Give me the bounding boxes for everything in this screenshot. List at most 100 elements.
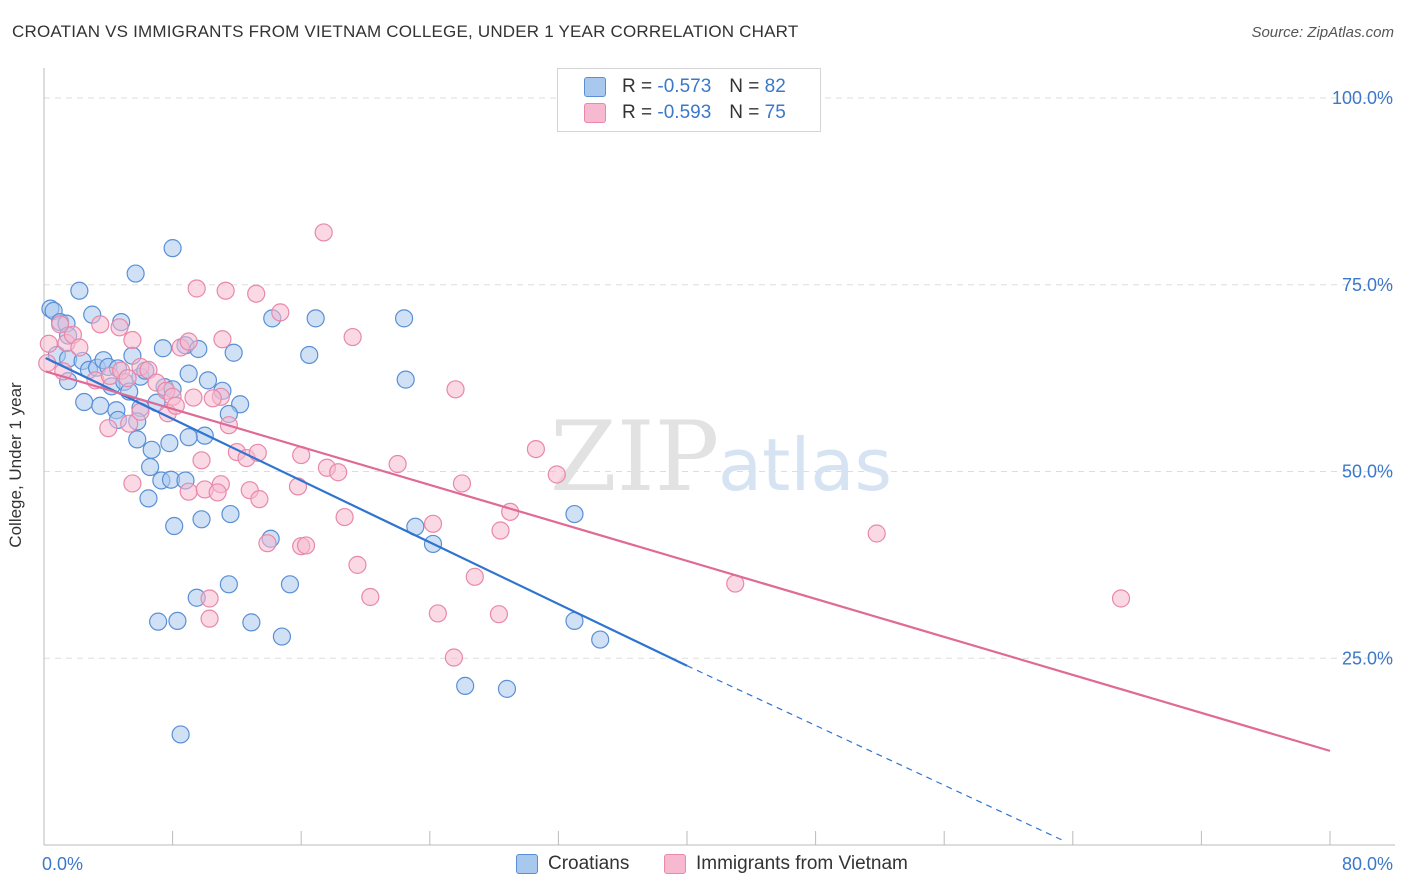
croatian-point	[70, 281, 89, 300]
vietnam-point	[192, 451, 211, 470]
croatian-point	[300, 345, 319, 365]
source-label: Source: ZipAtlas.com	[1251, 24, 1394, 41]
croatian-point	[396, 370, 415, 389]
vietnam-point	[489, 605, 509, 624]
vietnam-point	[50, 315, 70, 334]
vietnam-point	[200, 589, 219, 608]
croatian-point	[497, 679, 517, 698]
croatian-point	[394, 309, 414, 328]
croatian-trend-extension	[686, 665, 1066, 842]
croatian-point	[168, 611, 187, 631]
bottom-legend-label: Immigrants from Vietnam	[696, 853, 908, 874]
vietnam-point	[200, 609, 219, 628]
vietnam-point	[39, 334, 58, 353]
legend-n-value: 75	[764, 102, 786, 123]
croatian-point	[224, 343, 243, 362]
vietnam-point	[271, 303, 290, 322]
vietnam-point	[258, 534, 277, 553]
vietnam-point	[446, 380, 465, 399]
croatian-point	[179, 364, 198, 383]
legend-r-value: -0.593	[657, 102, 712, 123]
vietnam-point	[335, 507, 354, 527]
vietnam-point	[123, 330, 142, 350]
croatian-point	[128, 430, 147, 449]
croatian-point	[126, 264, 145, 283]
croatian-point	[160, 434, 179, 453]
vietnam-point	[452, 474, 472, 493]
legend-row-croatians: R = -0.573 N = 82	[584, 75, 786, 99]
bottom-legend-label: Croatians	[548, 853, 630, 874]
vietnam-point	[208, 483, 227, 502]
vietnam-point	[288, 477, 308, 496]
axes	[43, 68, 1395, 846]
vietnam-point	[179, 482, 198, 501]
croatian-point	[179, 428, 198, 447]
legend-n-label: N =	[729, 102, 760, 123]
croatian-point	[456, 676, 475, 695]
vietnam-point	[120, 414, 139, 433]
legend-n-label: N =	[729, 76, 760, 97]
y-axis-title: College, Under 1 year	[6, 382, 25, 548]
croatian-point	[219, 575, 238, 594]
vietnam-point	[38, 354, 57, 373]
y-tick-label: 50.0%	[1342, 462, 1393, 482]
x-tick-label-min: 0.0%	[42, 854, 83, 874]
vietnam-point	[216, 281, 235, 300]
legend-n-value: 82	[764, 76, 786, 97]
croatian-point	[140, 457, 160, 477]
vietnam-point	[91, 315, 110, 334]
croatian-point	[221, 504, 240, 524]
vietnam-point	[867, 524, 886, 543]
vietnam-point	[465, 567, 484, 586]
correlation-legend: R = -0.573 N = 82 R = -0.593 N = 75	[557, 68, 821, 132]
croatian-trend-line	[45, 356, 688, 667]
croatian-point	[565, 504, 584, 524]
vietnam-point	[203, 389, 222, 408]
croatian-point	[142, 440, 161, 459]
vietnam-point	[118, 369, 137, 388]
vietnam-point	[247, 284, 266, 303]
legend-r-label: R =	[622, 102, 653, 123]
vietnam-point	[423, 514, 443, 533]
bottom-legend-swatch-blue	[516, 854, 538, 874]
vietnam-point	[388, 454, 407, 474]
croatian-point	[242, 613, 261, 632]
vietnam-point	[348, 555, 367, 574]
croatian-point	[149, 612, 168, 631]
watermark-zip: ZIP	[550, 401, 719, 513]
vietnam-point	[296, 536, 316, 555]
croatian-point	[163, 239, 182, 258]
y-tick-label: 25.0%	[1342, 648, 1393, 668]
vietnam-point	[1111, 589, 1131, 608]
croatian-point	[75, 392, 94, 412]
gridlines	[44, 97, 1395, 659]
croatian-point	[198, 371, 218, 390]
chart-title: CROATIAN VS IMMIGRANTS FROM VIETNAM COLL…	[12, 22, 799, 41]
legend-swatch-pink	[584, 103, 606, 123]
y-tick-label: 100.0%	[1332, 88, 1393, 108]
watermark-atlas: atlas	[718, 423, 892, 507]
vietnam-point	[110, 318, 129, 337]
croatian-point	[165, 516, 184, 536]
vietnam-point	[547, 465, 566, 484]
x-tick-label-max: 80.0%	[1342, 854, 1393, 874]
bottom-legend-croatians: Croatians	[516, 851, 629, 877]
vietnam-point	[428, 604, 447, 623]
vietnam-point	[250, 490, 269, 509]
vietnam-point	[184, 388, 203, 407]
vietnam-point	[343, 327, 362, 347]
vietnam-point	[361, 587, 380, 607]
y-tick-label: 75.0%	[1342, 275, 1393, 295]
vietnam-point	[444, 648, 464, 667]
vietnam-point	[123, 474, 142, 493]
vietnam-point	[314, 223, 333, 242]
vietnam-point	[213, 330, 232, 349]
croatian-point	[591, 630, 610, 649]
vietnam-point	[99, 419, 118, 438]
croatian-point	[153, 339, 173, 358]
vietnam-point	[491, 521, 510, 540]
croatian-point	[280, 575, 300, 594]
croatian-point	[171, 725, 190, 744]
vietnam-point	[179, 332, 198, 351]
